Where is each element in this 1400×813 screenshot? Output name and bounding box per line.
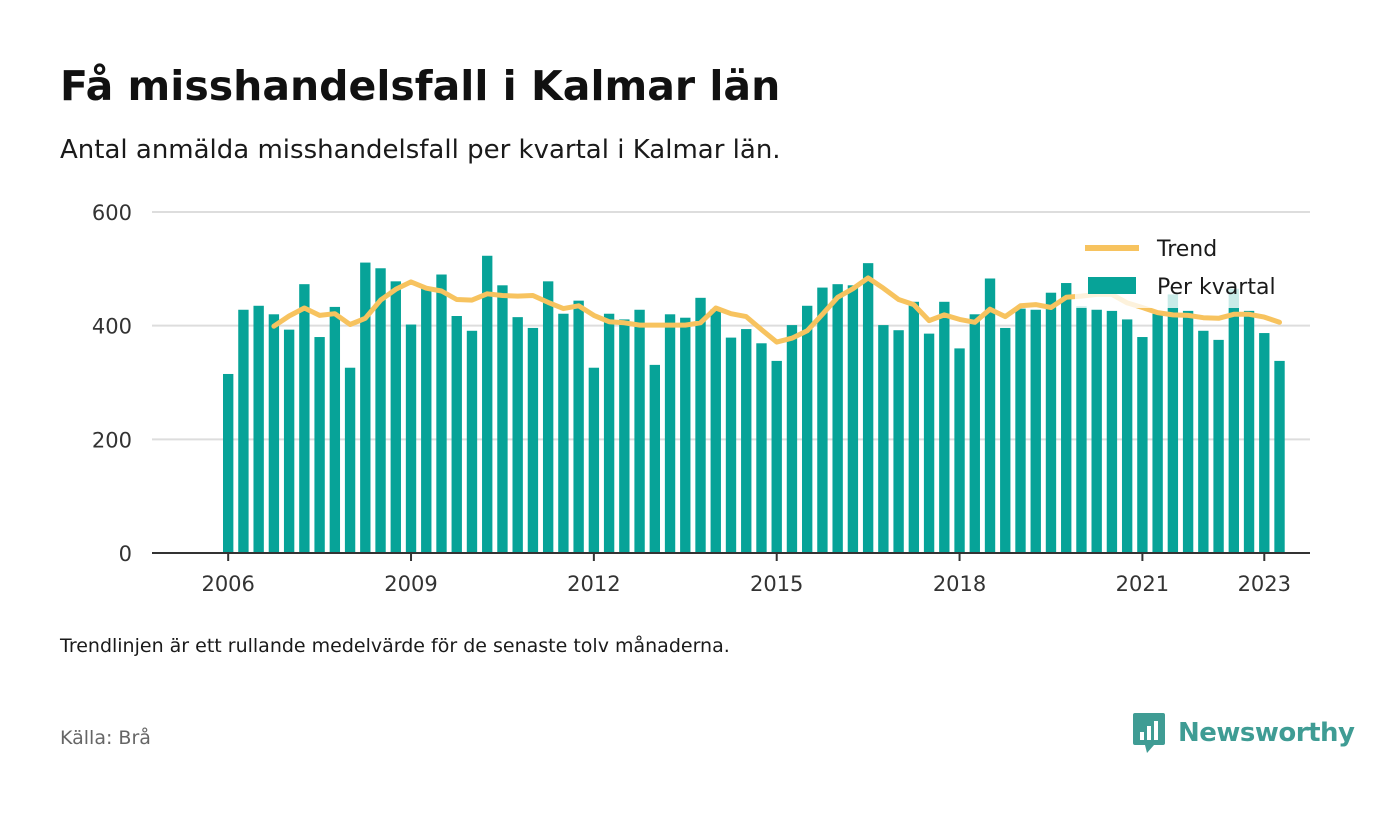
newsworthy-logo[interactable]: Newsworthy — [1132, 712, 1355, 754]
bar-2014-Q3 — [741, 329, 752, 553]
bar-2015-Q2 — [786, 325, 798, 553]
bar-line-chart: 0 200 400 600 2006 2009 2012 2015 2018 2021 2023 T… — [92, 201, 1310, 596]
bar-2017-Q3 — [923, 333, 935, 553]
bar-2012-Q1 — [588, 367, 600, 553]
bar-2006-Q2 — [238, 309, 249, 553]
bar-2022-Q3 — [1228, 288, 1239, 553]
bar-2007-Q1 — [283, 329, 295, 553]
x-tick-label-2015: 2015 — [750, 572, 803, 596]
bar-2008-Q1 — [344, 367, 356, 553]
bar-2021-Q2 — [1152, 313, 1163, 553]
x-tick-label-2018: 2018 — [933, 572, 986, 596]
bar-2016-Q1 — [832, 284, 843, 553]
bar-2010-Q2 — [482, 255, 493, 554]
bar-2011-Q3 — [558, 313, 569, 553]
bar-2007-Q2 — [299, 284, 310, 553]
bar-2022-Q2 — [1213, 339, 1224, 553]
bar-2019-Q1 — [1015, 308, 1026, 553]
bar-2008-Q3 — [375, 268, 386, 553]
bar-2017-Q1 — [893, 330, 904, 553]
bar-2019-Q3 — [1045, 292, 1057, 553]
source-credit: Källa: Brå — [60, 727, 151, 749]
axes: 0 200 400 600 2006 2009 2012 2015 2018 2021 2023 — [92, 201, 1310, 596]
bar-2016-Q2 — [847, 285, 859, 553]
bar-2018-Q4 — [1000, 327, 1011, 553]
x-tick-label-2023: 2023 — [1238, 572, 1291, 596]
bar-2017-Q2 — [908, 301, 920, 553]
bar-2015-Q1 — [771, 360, 782, 553]
bar-2009-Q3 — [436, 274, 447, 553]
bar-2013-Q3 — [680, 317, 691, 553]
bar-2021-Q3 — [1167, 294, 1179, 553]
bar-2007-Q4 — [329, 306, 341, 553]
y-tick-label-400: 400 — [92, 315, 132, 339]
bar-2014-Q1 — [710, 309, 721, 553]
bar-2016-Q4 — [878, 325, 889, 553]
bar-2019-Q4 — [1061, 283, 1072, 553]
bar-2006-Q4 — [268, 314, 280, 553]
bar-2021-Q1 — [1137, 337, 1148, 553]
bar-2013-Q1 — [649, 364, 660, 553]
footnote: Trendlinjen är ett rullande medelvärde f… — [60, 635, 730, 657]
bar-2020-Q4 — [1121, 319, 1133, 553]
x-tick-label-2006: 2006 — [201, 572, 254, 596]
bar-2014-Q2 — [725, 337, 737, 553]
chart-subtitle: Antal anmälda misshandelsfall per kvarta… — [60, 135, 781, 165]
x-tick-label-2009: 2009 — [384, 572, 437, 596]
bar-2013-Q2 — [664, 314, 676, 553]
bar-2012-Q4 — [634, 309, 645, 553]
bar-2011-Q1 — [527, 327, 539, 553]
bar-2015-Q4 — [817, 287, 828, 553]
bar-2014-Q4 — [756, 343, 767, 553]
bar-2019-Q2 — [1030, 309, 1041, 553]
chart-title: Få misshandelsfall i Kalmar län — [60, 62, 781, 110]
bar-2009-Q4 — [451, 316, 462, 553]
bar-2020-Q2 — [1091, 309, 1102, 553]
bar-2015-Q3 — [802, 305, 813, 553]
bar-2021-Q4 — [1182, 310, 1194, 553]
bar-2010-Q3 — [497, 285, 508, 553]
bar-2011-Q4 — [573, 300, 584, 553]
bar-2007-Q3 — [314, 337, 325, 553]
legend-background — [1075, 228, 1295, 308]
bar-2020-Q1 — [1076, 306, 1087, 553]
bar-2018-Q3 — [984, 278, 996, 553]
y-tick-label-0: 0 — [119, 542, 132, 566]
x-tick-label-2021: 2021 — [1116, 572, 1169, 596]
legend-bar-swatch — [1088, 277, 1136, 294]
logo-text: Newsworthy — [1178, 718, 1355, 748]
bar-2012-Q2 — [603, 313, 615, 553]
bar-2017-Q4 — [939, 301, 950, 553]
bar-2009-Q1 — [405, 324, 417, 553]
legend: Trend Per kvartal — [1075, 228, 1295, 308]
bar-2022-Q4 — [1243, 310, 1255, 553]
bar-2023-Q1 — [1259, 333, 1270, 553]
bar-2010-Q4 — [512, 317, 523, 553]
legend-trend-label: Trend — [1156, 237, 1217, 262]
x-tick-label-2012: 2012 — [567, 572, 620, 596]
y-tick-label-200: 200 — [92, 428, 132, 452]
bar-undefined — [1274, 360, 1285, 553]
legend-bar-label: Per kvartal — [1157, 275, 1276, 300]
bar-2016-Q3 — [862, 263, 874, 553]
newsworthy-chart-bubble-icon — [1133, 713, 1165, 753]
bar-2011-Q2 — [542, 281, 554, 553]
bar-2006-Q1 — [223, 373, 234, 553]
bar-2013-Q4 — [695, 297, 706, 553]
bar-2020-Q3 — [1106, 310, 1118, 553]
bar-2010-Q1 — [466, 330, 478, 553]
bar-2008-Q4 — [390, 281, 401, 553]
bar-2018-Q1 — [954, 348, 965, 553]
bar-2008-Q2 — [360, 262, 371, 553]
bar-2018-Q2 — [969, 314, 980, 553]
bar-2006-Q3 — [253, 305, 264, 553]
bars — [223, 255, 1285, 554]
bar-2009-Q2 — [421, 288, 432, 553]
bar-2022-Q1 — [1198, 330, 1209, 553]
bar-2012-Q3 — [619, 319, 630, 553]
y-tick-label-600: 600 — [92, 201, 132, 225]
